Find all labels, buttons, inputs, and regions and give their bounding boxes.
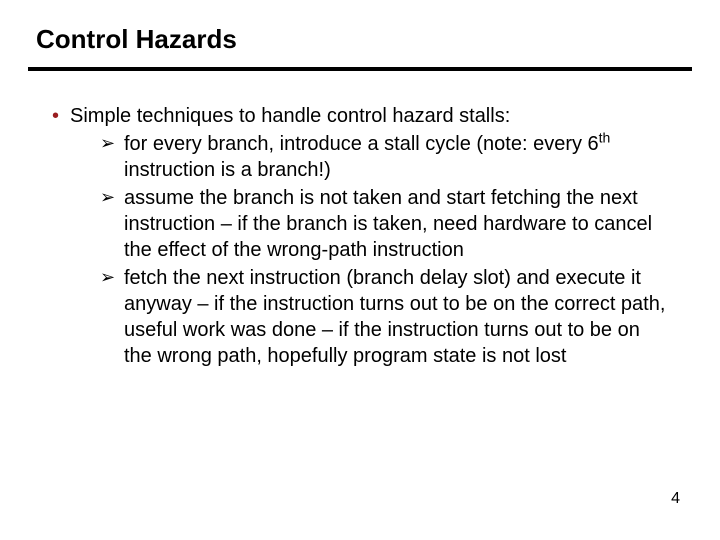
page-number: 4 — [671, 490, 680, 508]
text-run: assume the branch is not taken and start… — [124, 187, 652, 261]
text-run: for every branch, introduce a stall cycl… — [124, 133, 599, 155]
slide-title: Control Hazards — [36, 24, 692, 55]
sub-bullet-item: ➢ fetch the next instruction (branch del… — [100, 265, 672, 369]
bullet-marker-icon: • — [52, 103, 70, 129]
sub-bullet-item: ➢ for every branch, introduce a stall cy… — [100, 131, 672, 183]
arrow-icon: ➢ — [100, 265, 124, 289]
sub-bullet-item: ➢ assume the branch is not taken and sta… — [100, 185, 672, 263]
slide: Control Hazards • Simple techniques to h… — [0, 0, 720, 540]
superscript: th — [599, 129, 611, 145]
sub-bullet-list: ➢ for every branch, introduce a stall cy… — [100, 131, 672, 369]
title-rule — [28, 67, 692, 71]
sub-bullet-text: for every branch, introduce a stall cycl… — [124, 131, 672, 183]
arrow-icon: ➢ — [100, 131, 124, 155]
arrow-icon: ➢ — [100, 185, 124, 209]
text-run: instruction is a branch!) — [124, 159, 331, 181]
bullet-item: • Simple techniques to handle control ha… — [52, 103, 672, 129]
sub-bullet-text: fetch the next instruction (branch delay… — [124, 265, 672, 369]
text-run: fetch the next instruction (branch delay… — [124, 267, 665, 367]
bullet-text: Simple techniques to handle control haza… — [70, 103, 672, 129]
slide-content: • Simple techniques to handle control ha… — [28, 103, 692, 369]
sub-bullet-text: assume the branch is not taken and start… — [124, 185, 672, 263]
